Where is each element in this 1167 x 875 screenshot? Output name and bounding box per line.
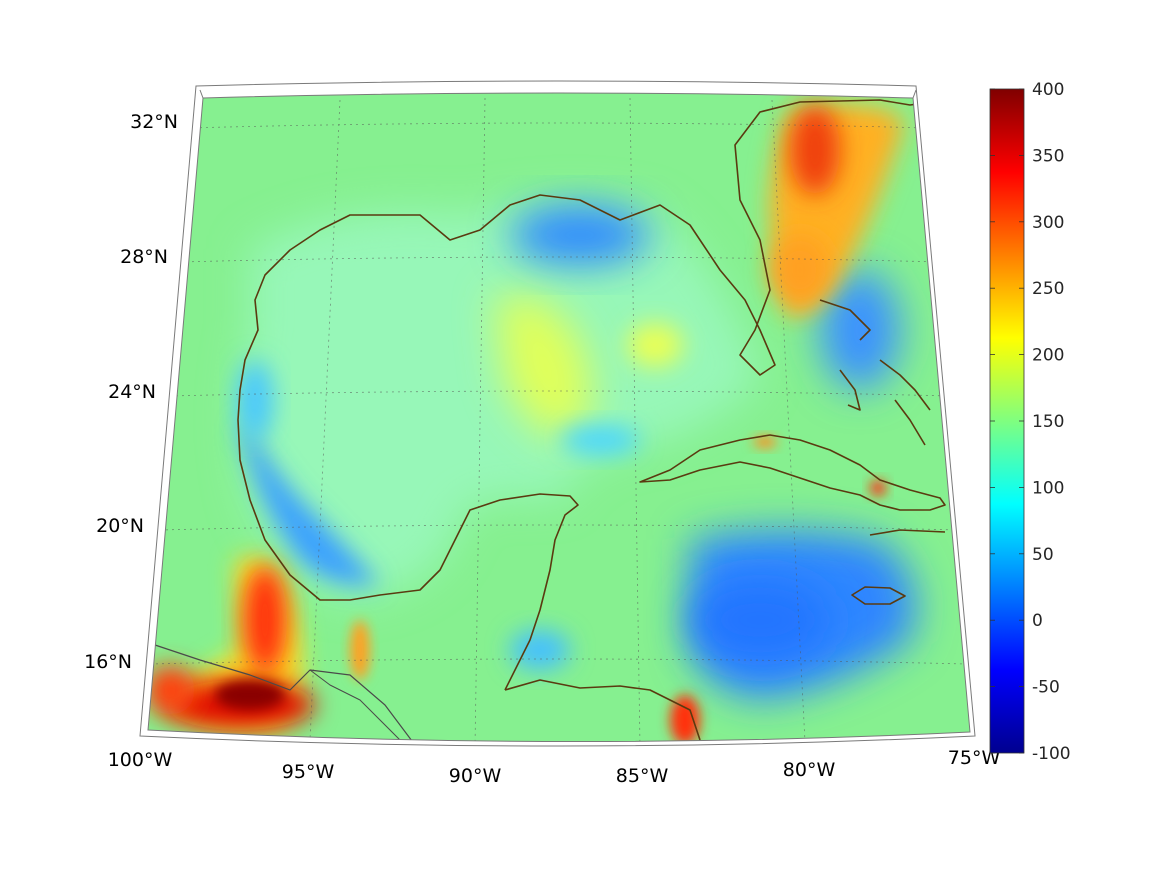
lon-label-90: 90°W xyxy=(449,765,502,787)
colorbar-ticks: 400 350 300 250 200 150 100 50 0 -50 -100 xyxy=(990,80,1071,764)
colorbar-gradient xyxy=(989,88,1025,754)
lat-label-24: 24°N xyxy=(108,381,156,403)
colorbar-tick-label: 250 xyxy=(1032,279,1064,299)
lon-label-95: 95°W xyxy=(282,761,335,783)
colorbar-tick-label: -100 xyxy=(1032,744,1071,764)
lon-label-100: 100°W xyxy=(108,749,173,771)
colorbar: 400 350 300 250 200 150 100 50 0 -50 -100 xyxy=(989,80,1071,764)
lat-label-16: 16°N xyxy=(84,651,132,673)
longitude-labels: 100°W 95°W 90°W 85°W 80°W 75°W xyxy=(108,747,1001,787)
lat-label-32: 32°N xyxy=(130,111,178,133)
lat-label-20: 20°N xyxy=(96,515,144,537)
lon-label-80: 80°W xyxy=(783,759,836,781)
colorbar-tick-label: 150 xyxy=(1032,412,1064,432)
colorbar-tick-label: 200 xyxy=(1032,346,1064,366)
colorbar-tick-label: -50 xyxy=(1032,678,1060,698)
gridlines xyxy=(149,97,967,742)
map-frame xyxy=(147,89,971,743)
colorbar-tick-label: 350 xyxy=(1032,146,1064,166)
lon-label-75: 75°W xyxy=(948,747,1001,769)
colorbar-tick-label: 400 xyxy=(1032,80,1064,100)
colorbar-tick-label: 0 xyxy=(1032,611,1043,631)
data-field xyxy=(148,93,970,742)
lat-label-28: 28°N xyxy=(120,246,168,268)
coastlines xyxy=(154,93,961,742)
colorbar-tick-label: 300 xyxy=(1032,213,1064,233)
lon-label-85: 85°W xyxy=(616,765,669,787)
colorbar-tick-label: 100 xyxy=(1032,478,1064,498)
latitude-labels: 32°N 28°N 24°N 20°N 16°N xyxy=(84,111,178,673)
map-outer-frame xyxy=(139,80,976,747)
colorbar-tick-label: 50 xyxy=(1032,545,1054,565)
